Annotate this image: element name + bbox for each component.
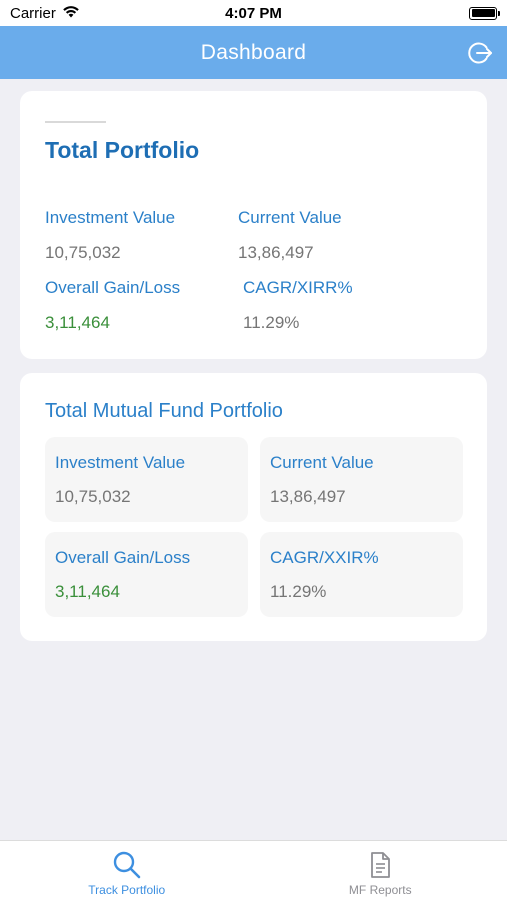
mf-cagr-label: CAGR/XXIR% [270, 548, 379, 567]
cagr-label: CAGR/XIRR% [243, 278, 353, 297]
status-bar: Carrier 4:07 PM [0, 0, 507, 26]
mf-investment-label: Investment Value [55, 453, 186, 472]
page-title: Dashboard [200, 40, 307, 64]
mf-current-tile: Current Value 13,86,497 [260, 437, 463, 522]
search-icon [113, 851, 141, 879]
mf-portfolio-title: Total Mutual Fund Portfolio [45, 400, 283, 422]
mf-gain-tile: Overall Gain/Loss 3,11,464 [45, 532, 248, 617]
status-left: Carrier [10, 5, 80, 22]
total-portfolio-title: Total Portfolio [45, 137, 200, 163]
mf-current-label: Current Value [270, 453, 374, 472]
gain-loss-label: Overall Gain/Loss [45, 278, 181, 297]
mf-cagr-tile: CAGR/XXIR% 11.29% [260, 532, 463, 617]
investment-value: 10,75,032 [45, 243, 121, 262]
wifi-icon [62, 5, 80, 22]
carrier-label: Carrier [10, 4, 56, 22]
battery-fill [471, 9, 495, 17]
battery-icon [469, 6, 500, 20]
card-divider [45, 121, 106, 123]
logout-button[interactable] [465, 38, 495, 68]
current-value-label: Current Value [238, 208, 342, 227]
nav-bar: Dashboard [0, 26, 507, 79]
mf-cagr-value: 11.29% [270, 582, 327, 601]
cagr-value: 11.29% [243, 313, 300, 332]
tab-track-portfolio[interactable]: Track Portfolio [0, 841, 254, 900]
gain-loss-value: 3,11,464 [45, 313, 110, 332]
mf-gain-value: 3,11,464 [55, 582, 120, 601]
tab-mf-reports-label: MF Reports [348, 883, 412, 897]
tab-track-portfolio-label: Track Portfolio [88, 883, 166, 897]
document-icon [371, 852, 391, 878]
mf-investment-tile: Investment Value 10,75,032 [45, 437, 248, 522]
total-portfolio-card: Total Portfolio Investment Value 10,75,0… [20, 91, 487, 359]
tab-bar: Track Portfolio MF Reports [0, 840, 507, 900]
mf-portfolio-card: Total Mutual Fund Portfolio Investment V… [20, 373, 487, 641]
current-value: 13,86,497 [238, 243, 314, 262]
investment-value-label: Investment Value [45, 208, 176, 227]
mf-current-value: 13,86,497 [270, 487, 346, 506]
tab-mf-reports[interactable]: MF Reports [254, 841, 507, 900]
mf-gain-label: Overall Gain/Loss [55, 548, 191, 567]
logout-icon [468, 42, 492, 64]
mf-investment-value: 10,75,032 [55, 487, 131, 506]
